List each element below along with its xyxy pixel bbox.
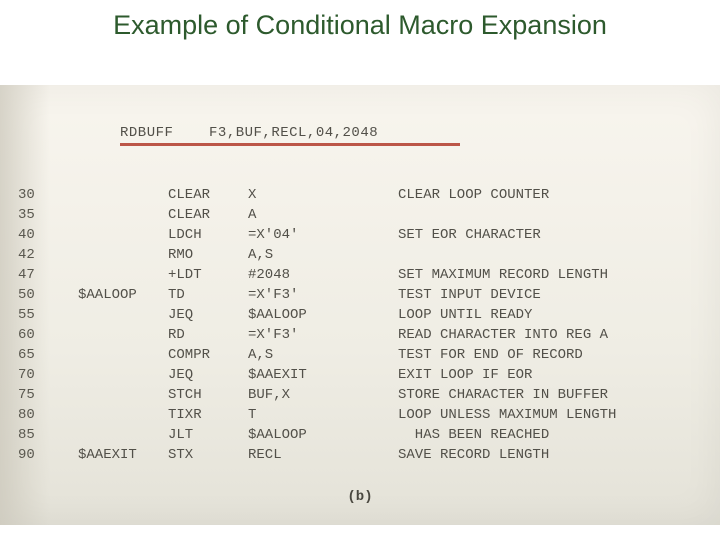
- scanned-figure: RDBUFF F3,BUF,RECL,04,2048 30 CLEARXCLEAR…: [0, 85, 720, 525]
- line-number: 42: [10, 245, 78, 265]
- label-cell: [78, 425, 168, 445]
- operand-cell: #2048: [248, 265, 398, 285]
- opcode-cell: TD: [168, 285, 248, 305]
- comment-cell: HAS BEEN REACHED: [398, 425, 710, 445]
- operand-cell: =X'F3': [248, 325, 398, 345]
- operand-cell: A,S: [248, 245, 398, 265]
- slide: Example of Conditional Macro Expansion R…: [0, 0, 720, 540]
- operand-cell: T: [248, 405, 398, 425]
- comment-cell: SET EOR CHARACTER: [398, 225, 710, 245]
- comment-cell: SET MAXIMUM RECORD LENGTH: [398, 265, 710, 285]
- label-cell: [78, 405, 168, 425]
- code-row: 90$AAEXITSTXRECLSAVE RECORD LENGTH: [10, 445, 710, 465]
- code-row: 55 JEQ$AALOOPLOOP UNTIL READY: [10, 305, 710, 325]
- code-row: 42 RMOA,S: [10, 245, 710, 265]
- code-row: 80 TIXRTLOOP UNLESS MAXIMUM LENGTH: [10, 405, 710, 425]
- code-row: 70 JEQ$AAEXITEXIT LOOP IF EOR: [10, 365, 710, 385]
- operand-cell: $AALOOP: [248, 425, 398, 445]
- comment-cell: LOOP UNLESS MAXIMUM LENGTH: [398, 405, 710, 425]
- comment-cell: [398, 245, 710, 265]
- slide-title: Example of Conditional Macro Expansion: [0, 10, 720, 41]
- operand-cell: =X'04': [248, 225, 398, 245]
- label-cell: [78, 345, 168, 365]
- label-cell: [78, 385, 168, 405]
- opcode-cell: STCH: [168, 385, 248, 405]
- comment-cell: [398, 205, 710, 225]
- comment-cell: CLEAR LOOP COUNTER: [398, 185, 710, 205]
- operand-cell: $AAEXIT: [248, 365, 398, 385]
- operand-cell: BUF,X: [248, 385, 398, 405]
- code-listing-table: 30 CLEARXCLEAR LOOP COUNTER 35 CLEARA 40 LDCH…: [10, 185, 710, 465]
- opcode-cell: JLT: [168, 425, 248, 445]
- figure-caption: (b): [0, 489, 720, 505]
- opcode-cell: RD: [168, 325, 248, 345]
- macro-invocation-line: RDBUFF F3,BUF,RECL,04,2048: [120, 125, 378, 141]
- code-row: 47 +LDT#2048SET MAXIMUM RECORD LENGTH: [10, 265, 710, 285]
- label-cell: [78, 365, 168, 385]
- comment-cell: EXIT LOOP IF EOR: [398, 365, 710, 385]
- line-number: 30: [10, 185, 78, 205]
- comment-cell: SAVE RECORD LENGTH: [398, 445, 710, 465]
- code-row: 35 CLEARA: [10, 205, 710, 225]
- operand-cell: RECL: [248, 445, 398, 465]
- line-number: 35: [10, 205, 78, 225]
- operand-cell: A,S: [248, 345, 398, 365]
- line-number: 40: [10, 225, 78, 245]
- code-row: 30 CLEARXCLEAR LOOP COUNTER: [10, 185, 710, 205]
- code-row: 50$AALOOPTD=X'F3'TEST INPUT DEVICE: [10, 285, 710, 305]
- figure-content: RDBUFF F3,BUF,RECL,04,2048 30 CLEARXCLEAR…: [0, 85, 720, 525]
- opcode-cell: RMO: [168, 245, 248, 265]
- label-cell: [78, 225, 168, 245]
- label-cell: [78, 245, 168, 265]
- line-number: 50: [10, 285, 78, 305]
- opcode-cell: STX: [168, 445, 248, 465]
- code-row: 65 COMPRA,STEST FOR END OF RECORD: [10, 345, 710, 365]
- line-number: 60: [10, 325, 78, 345]
- comment-cell: READ CHARACTER INTO REG A: [398, 325, 710, 345]
- label-cell: $AAEXIT: [78, 445, 168, 465]
- code-row: 75 STCHBUF,XSTORE CHARACTER IN BUFFER: [10, 385, 710, 405]
- line-number: 70: [10, 365, 78, 385]
- comment-cell: TEST INPUT DEVICE: [398, 285, 710, 305]
- line-number: 75: [10, 385, 78, 405]
- label-cell: [78, 305, 168, 325]
- operand-cell: $AALOOP: [248, 305, 398, 325]
- line-number: 47: [10, 265, 78, 285]
- label-cell: $AALOOP: [78, 285, 168, 305]
- code-row: 85 JLT$AALOOP HAS BEEN REACHED: [10, 425, 710, 445]
- label-cell: [78, 185, 168, 205]
- opcode-cell: CLEAR: [168, 205, 248, 225]
- opcode-cell: TIXR: [168, 405, 248, 425]
- comment-cell: STORE CHARACTER IN BUFFER: [398, 385, 710, 405]
- opcode-cell: +LDT: [168, 265, 248, 285]
- line-number: 85: [10, 425, 78, 445]
- operand-cell: =X'F3': [248, 285, 398, 305]
- operand-cell: A: [248, 205, 398, 225]
- opcode-cell: JEQ: [168, 305, 248, 325]
- opcode-cell: JEQ: [168, 365, 248, 385]
- line-number: 80: [10, 405, 78, 425]
- code-row: 40 LDCH=X'04'SET EOR CHARACTER: [10, 225, 710, 245]
- label-cell: [78, 325, 168, 345]
- label-cell: [78, 265, 168, 285]
- opcode-cell: LDCH: [168, 225, 248, 245]
- operand-cell: X: [248, 185, 398, 205]
- line-number: 65: [10, 345, 78, 365]
- comment-cell: TEST FOR END OF RECORD: [398, 345, 710, 365]
- comment-cell: LOOP UNTIL READY: [398, 305, 710, 325]
- invocation-underline: [120, 143, 460, 146]
- opcode-cell: COMPR: [168, 345, 248, 365]
- code-row: 60 RD=X'F3'READ CHARACTER INTO REG A: [10, 325, 710, 345]
- opcode-cell: CLEAR: [168, 185, 248, 205]
- label-cell: [78, 205, 168, 225]
- line-number: 55: [10, 305, 78, 325]
- line-number: 90: [10, 445, 78, 465]
